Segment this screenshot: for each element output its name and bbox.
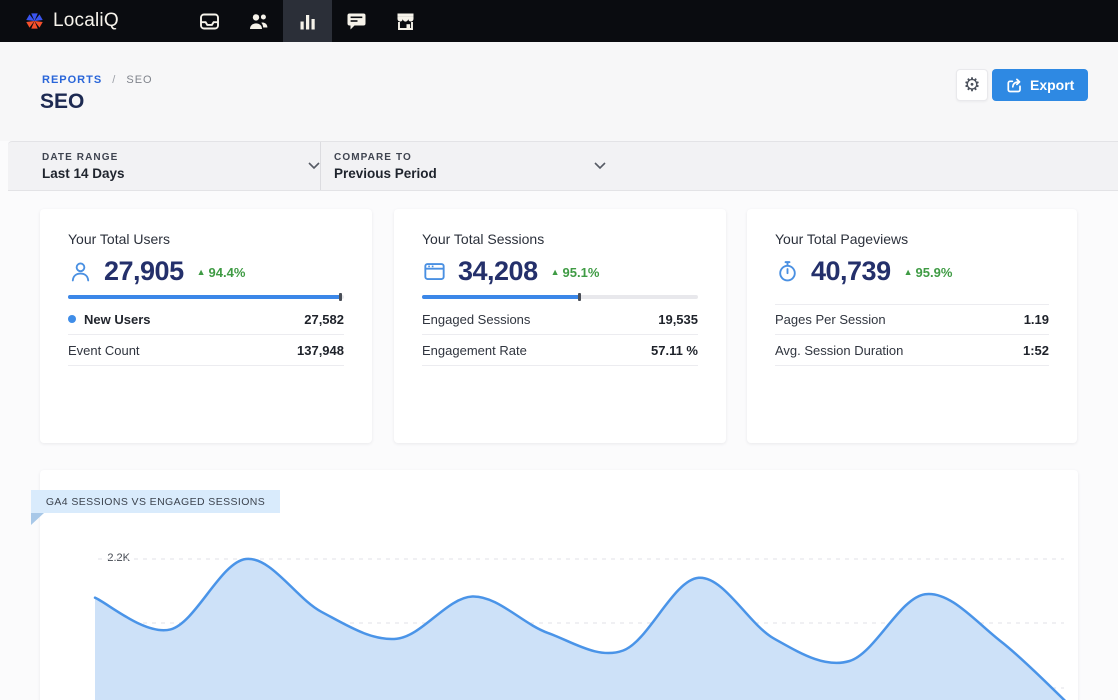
storefront-icon [395,12,416,31]
contacts-icon [247,13,270,30]
table-row: Pages Per Session 1.19 [775,304,1049,335]
metric-value: 40,739 [811,255,891,286]
progress-marker [577,293,581,301]
stat-value: 137,948 [297,342,344,358]
date-range-value: Last 14 Days [42,165,125,181]
delta-percent: 94.4% [208,264,246,280]
table-row: Event Count 137,948 [68,335,344,366]
page-title: SEO [40,90,85,113]
browser-window-icon [422,259,447,284]
date-range-label: DATE RANGE [42,151,119,163]
breadcrumb-separator: / [112,74,117,86]
delta-percent: 95.1% [562,264,600,280]
up-arrow-icon: ▲ [903,266,913,277]
chart-title-ribbon: GA4 SESSIONS VS ENGAGED SESSIONS [31,490,280,513]
chevron-down-icon [594,162,606,170]
compare-to-label: COMPARE TO [334,151,412,163]
stat-label: Engagement Rate [422,342,527,358]
card-title: Your Total Pageviews [775,231,909,247]
delta-percent: 95.9% [915,264,953,280]
page-header: REPORTS / SEO SEO ⚙ Export [0,42,1118,141]
chart-line [93,557,1066,700]
primary-nav [185,0,430,42]
top-navbar: LocaliQ [0,0,1118,42]
nav-messages[interactable] [332,0,381,42]
localiq-logo-icon [24,10,45,32]
progress-marker [338,293,342,301]
filter-divider [320,142,321,190]
metric-delta: ▲ 95.1% [551,265,600,280]
total-users-card: Your Total Users 27,905 ▲ 94.4% [40,209,372,443]
metric-delta: ▲ 94.4% [197,265,246,280]
breadcrumb-reports-link[interactable]: REPORTS [42,74,103,86]
stat-value: 27,582 [304,311,344,327]
y-axis-tick: 2.2K [107,552,130,564]
nav-storefront[interactable] [381,0,430,42]
settings-button[interactable]: ⚙ [956,69,988,101]
gear-icon: ⚙ [963,74,981,96]
export-button[interactable]: Export [992,69,1089,101]
breadcrumb: REPORTS / SEO [42,74,153,86]
table-row: Avg. Session Duration 1:52 [775,335,1049,366]
progress-fill [68,295,341,299]
total-sessions-card: Your Total Sessions 34,208 ▲ 95.1% [394,209,726,443]
up-arrow-icon: ▲ [550,266,560,277]
breadcrumb-current: SEO [126,74,153,86]
nav-reports[interactable] [283,0,332,42]
sessions-chart-card: GA4 SESSIONS VS ENGAGED SESSIONS 2.2K 1.… [31,470,1078,700]
user-icon [68,259,93,284]
nav-inbox[interactable] [185,0,234,42]
table-row: Engaged Sessions 19,535 [422,304,698,335]
stat-label: New Users [68,312,150,327]
stat-value: 1.19 [1023,312,1049,327]
reports-icon [298,13,317,30]
table-row: New Users 27,582 [68,304,344,335]
blue-dot-icon [68,315,76,323]
chart-area-fill [95,558,1065,700]
stat-value: 19,535 [658,311,698,327]
metric-value: 27,905 [104,255,184,286]
chevron-down-icon [308,162,320,170]
progress-track [422,293,698,301]
stat-label: Avg. Session Duration [775,342,904,358]
filter-band: DATE RANGE Last 14 Days COMPARE TO Previ… [8,141,1118,191]
stat-value: 1:52 [1022,342,1049,358]
export-icon [1006,77,1023,93]
stat-label: Pages Per Session [775,312,886,327]
stopwatch-icon [775,259,800,284]
table-row: Engagement Rate 57.11 % [422,335,698,366]
card-title: Your Total Sessions [422,231,545,247]
date-range-dropdown[interactable]: DATE RANGE Last 14 Days [42,142,320,190]
brand-name: LocaliQ [53,10,119,31]
metric-value: 34,208 [458,255,538,286]
messages-icon [346,12,367,31]
stat-label: Event Count [68,342,140,358]
up-arrow-icon: ▲ [196,266,206,277]
metric-delta: ▲ 95.9% [904,265,953,280]
brand-logo[interactable]: LocaliQ [0,10,185,32]
nav-contacts[interactable] [234,0,283,42]
compare-to-value: Previous Period [334,165,437,181]
area-chart [93,557,1066,700]
compare-to-dropdown[interactable]: COMPARE TO Previous Period [334,142,606,190]
total-pageviews-card: Your Total Pageviews 40,739 ▲ 95.9% [747,209,1077,443]
progress-fill [422,295,580,299]
stat-value: 57.11 % [651,342,698,358]
stat-label: Engaged Sessions [422,311,531,327]
export-button-label: Export [1030,77,1075,93]
card-title: Your Total Users [68,231,170,247]
progress-track [68,293,344,301]
inbox-icon [199,12,220,31]
